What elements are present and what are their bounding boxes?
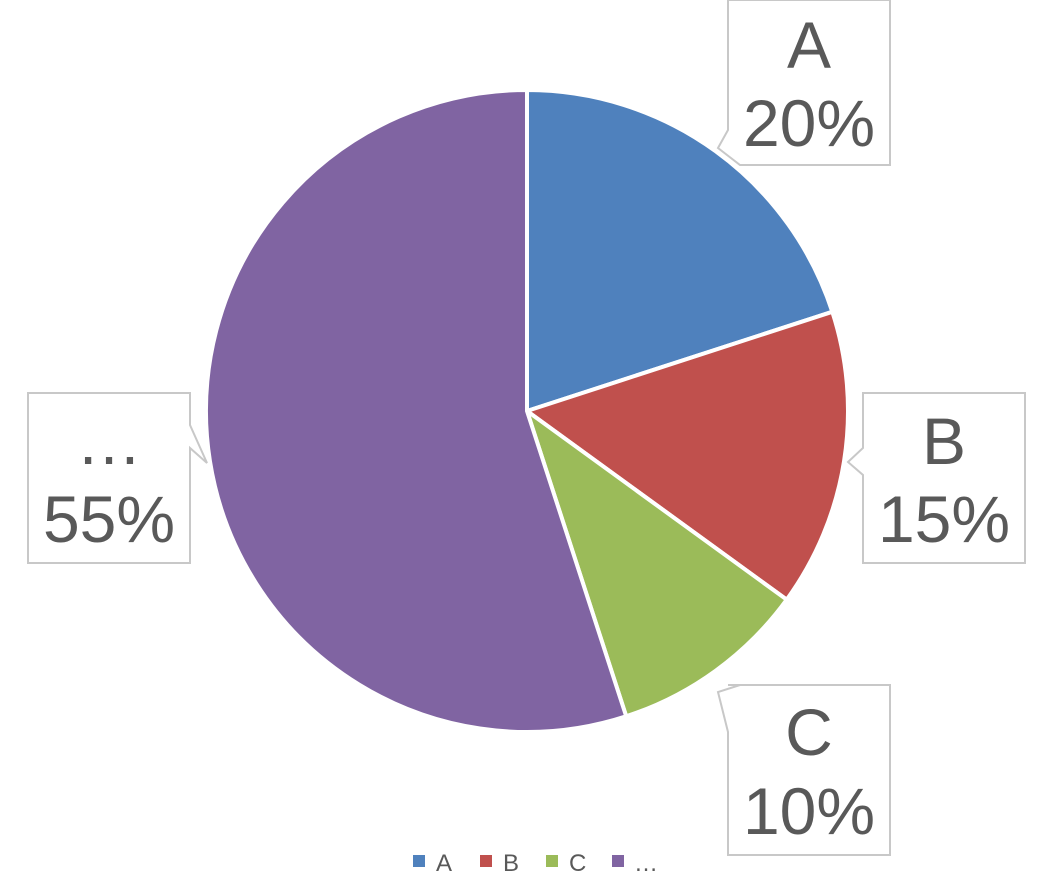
callout-c-box xyxy=(716,684,891,856)
callout-other-box xyxy=(27,392,208,564)
pie-slice-a xyxy=(525,88,835,413)
legend-label-c: C xyxy=(569,850,586,877)
pie-slice-other xyxy=(204,88,629,734)
pie-slice-b xyxy=(525,309,850,602)
callout-a-value: 20% xyxy=(743,86,875,160)
callout-c: C 10% xyxy=(716,684,891,856)
callout-a-box xyxy=(716,0,891,166)
callout-a: A 20% xyxy=(716,0,891,166)
callout-a-category: A xyxy=(787,8,831,82)
legend-item-b: B xyxy=(480,850,519,877)
callout-other-value: 55% xyxy=(43,482,175,556)
callout-other-category: … xyxy=(76,404,142,478)
legend-swatch-other xyxy=(612,855,624,867)
pie-slices xyxy=(204,88,850,734)
callout-c-value: 10% xyxy=(743,774,875,848)
legend-swatch-a xyxy=(413,855,425,867)
legend-label-a: A xyxy=(436,850,452,877)
legend-swatch-b xyxy=(480,855,492,867)
legend-item-other: … xyxy=(612,850,658,877)
legend-item-c: C xyxy=(546,850,586,877)
callout-b-value: 15% xyxy=(878,482,1010,556)
legend-item-a: A xyxy=(413,850,452,877)
legend: A B C … xyxy=(413,850,658,877)
pie-slice-c xyxy=(525,409,789,719)
legend-label-b: B xyxy=(503,850,519,877)
legend-label-other: … xyxy=(634,850,658,877)
callout-b: B 15% xyxy=(846,392,1026,564)
legend-swatch-c xyxy=(546,855,558,867)
callout-b-box xyxy=(846,392,1026,564)
callout-c-category: C xyxy=(785,695,833,769)
callout-b-category: B xyxy=(922,404,966,478)
callout-other: … 55% xyxy=(27,392,208,564)
